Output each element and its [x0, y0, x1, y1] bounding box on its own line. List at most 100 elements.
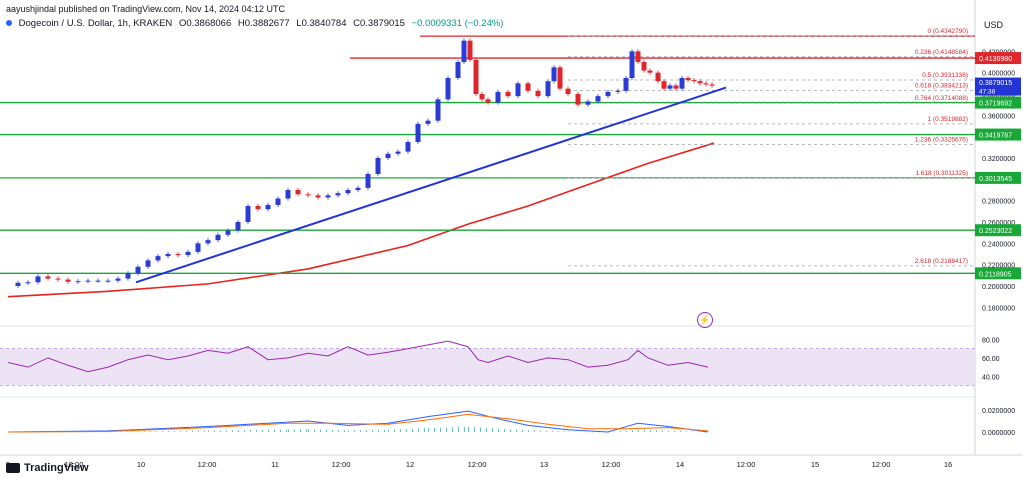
price-tick-label: 0.2000000 — [982, 284, 1015, 291]
time-tick-label: 12:00 — [602, 460, 621, 469]
candle-body — [265, 204, 271, 210]
macd-histogram-bar — [104, 431, 105, 433]
brand-name: TradingView — [24, 462, 89, 474]
candle-body — [135, 266, 141, 274]
macd-histogram-bar — [268, 429, 269, 432]
macd-histogram-bar — [174, 430, 175, 432]
time-tick-label: 13 — [540, 460, 548, 469]
macd-histogram-bar — [428, 428, 429, 432]
lightning-icon[interactable]: ⚡ — [697, 312, 713, 328]
macd-histogram-bar — [614, 431, 615, 433]
macd-histogram-bar — [486, 427, 487, 432]
macd-histogram-bar — [598, 431, 599, 433]
candle-body — [295, 190, 301, 195]
fib-level-label: 0.618 (0.3834213) — [915, 82, 968, 89]
support-price-label: 0.2523022 — [979, 228, 1012, 235]
macd-histogram-bar — [388, 429, 389, 432]
candle-body — [65, 279, 71, 282]
candle-body — [455, 62, 461, 78]
macd-histogram-bar — [280, 429, 281, 432]
fib-level-label: 0.236 (0.4148584) — [915, 49, 968, 56]
price-tick-label: 0.1800000 — [982, 305, 1015, 312]
trendline — [135, 86, 727, 284]
candle-body — [691, 80, 697, 82]
macd-histogram-bar — [434, 427, 435, 432]
candle-body — [623, 78, 629, 91]
macd-histogram-bar — [186, 430, 187, 432]
macd-histogram-bar — [168, 431, 169, 432]
candle-body — [595, 96, 601, 102]
symbol-title[interactable]: Dogecoin / U.S. Dollar, 1h, KRAKEN — [18, 18, 173, 29]
macd-histogram-bar — [256, 429, 257, 432]
macd-histogram-bar — [354, 430, 355, 432]
candle-body — [235, 222, 241, 231]
price-tick-label: 0.2200000 — [982, 263, 1015, 270]
macd-histogram-bar — [126, 431, 127, 433]
macd-tick-label: 0.0200000 — [982, 408, 1015, 415]
macd-histogram-bar — [674, 430, 675, 432]
macd-histogram-bar — [546, 430, 547, 432]
candle-body — [225, 230, 231, 235]
support-price-tag — [975, 96, 1021, 109]
macd-histogram-bar — [338, 430, 339, 432]
macd-histogram-bar — [686, 431, 687, 432]
macd-histogram-bar — [262, 429, 263, 432]
macd-histogram-bar — [418, 428, 419, 432]
currency-label[interactable]: USD — [984, 20, 1004, 30]
candle-body — [165, 254, 171, 257]
macd-histogram-bar — [306, 429, 307, 432]
price-tick-label: 0.2800000 — [982, 199, 1015, 206]
macd-histogram-bar — [226, 430, 227, 432]
candle-body — [565, 88, 571, 94]
candle-body — [245, 206, 251, 222]
candle-body — [697, 81, 703, 84]
candle-body — [655, 72, 661, 82]
candle-body — [485, 99, 491, 103]
resistance-price-label: 0.4136980 — [979, 56, 1012, 63]
resistance-price-tag — [975, 52, 1021, 65]
rsi-tick-label: 80.00 — [982, 337, 1000, 344]
candle-body — [155, 256, 161, 261]
tradingview-brand[interactable]: TradingView — [6, 462, 89, 474]
candle-body — [95, 280, 101, 282]
macd-histogram-bar — [314, 429, 315, 432]
macd-histogram-bar — [406, 429, 407, 432]
candle-body — [461, 40, 467, 62]
macd-histogram-bar — [662, 430, 663, 432]
macd-histogram-bar — [198, 430, 199, 432]
candle-body — [305, 194, 311, 196]
macd-histogram-bar — [308, 429, 309, 432]
macd-tick-label: 0.0000000 — [982, 430, 1015, 437]
high-value: H0.3882677 — [237, 18, 290, 29]
candle-body — [557, 67, 563, 89]
candle-body — [175, 254, 181, 256]
macd-histogram-bar — [180, 430, 181, 432]
last-price-label: 0.3879015 — [979, 80, 1012, 87]
candle-body — [525, 83, 531, 91]
macd-histogram-bar — [244, 430, 245, 432]
candle-body — [375, 158, 381, 174]
macd-histogram-bar — [480, 427, 481, 432]
macd-histogram-bar — [138, 431, 139, 432]
candle-body — [45, 276, 51, 279]
candle-body — [405, 142, 411, 152]
macd-histogram-bar — [132, 431, 133, 432]
candle-body — [473, 59, 479, 94]
macd-histogram-bar — [568, 431, 569, 432]
candle-body — [605, 91, 611, 97]
macd-histogram-bar — [286, 429, 287, 432]
publisher-line: aayushjindal published on TradingView.co… — [6, 4, 286, 14]
macd-histogram-bar — [120, 431, 121, 433]
macd-histogram-bar — [400, 429, 401, 432]
price-tick-label: 0.4000000 — [982, 71, 1015, 78]
candle-body — [205, 240, 211, 244]
candle-body — [35, 276, 41, 283]
macd-histogram-bar — [320, 429, 321, 432]
candle-body — [661, 81, 667, 89]
macd-histogram-bar — [458, 427, 459, 432]
candle-body — [335, 193, 341, 196]
candle-body — [545, 81, 551, 97]
last-price-tag — [975, 77, 1021, 96]
candle-body — [435, 99, 441, 121]
